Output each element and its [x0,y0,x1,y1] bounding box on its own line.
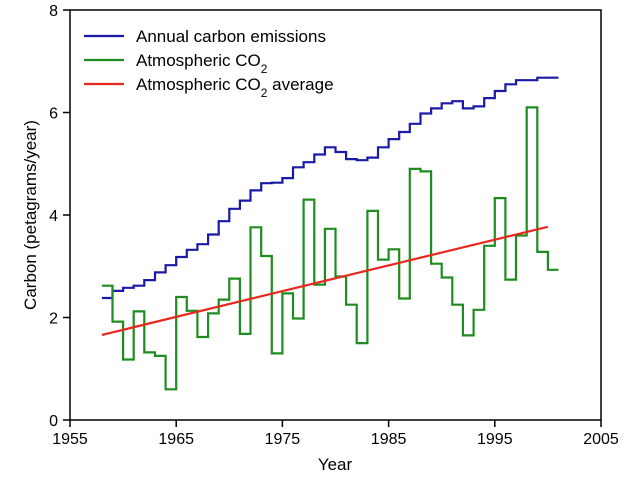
y-tick-label: 6 [49,106,58,123]
plot-frame [69,9,602,421]
y-tick-label: 2 [49,311,58,328]
x-tick-label: 2005 [583,431,619,448]
x-tick-label: 1965 [158,431,194,448]
legend-label: Atmospheric CO2 average [136,75,334,100]
y-tick-label: 0 [49,413,58,430]
legend: Annual carbon emissions Atmospheric CO2At… [84,27,334,100]
series-line-3 [101,225,549,336]
series-line-1 [101,76,559,300]
legend-label: Atmospheric CO2 [136,51,268,76]
y-axis-title: Carbon (petagrams/year) [21,120,40,310]
y-tick-label: 4 [49,208,58,225]
series-line-2 [101,106,559,391]
x-tick-label: 1995 [477,431,513,448]
y-tick-label: 8 [49,3,58,20]
x-axis-title: Year [318,455,353,474]
x-tick-label: 1985 [371,431,407,448]
legend-label: Annual carbon emissions [136,27,326,46]
x-tick-label: 1975 [265,431,301,448]
axis-ticks: 1955 1965 1975 1985 1995 2005 0 2 4 6 8 [49,3,619,448]
series-layer [101,76,559,391]
x-tick-label: 1955 [52,431,88,448]
